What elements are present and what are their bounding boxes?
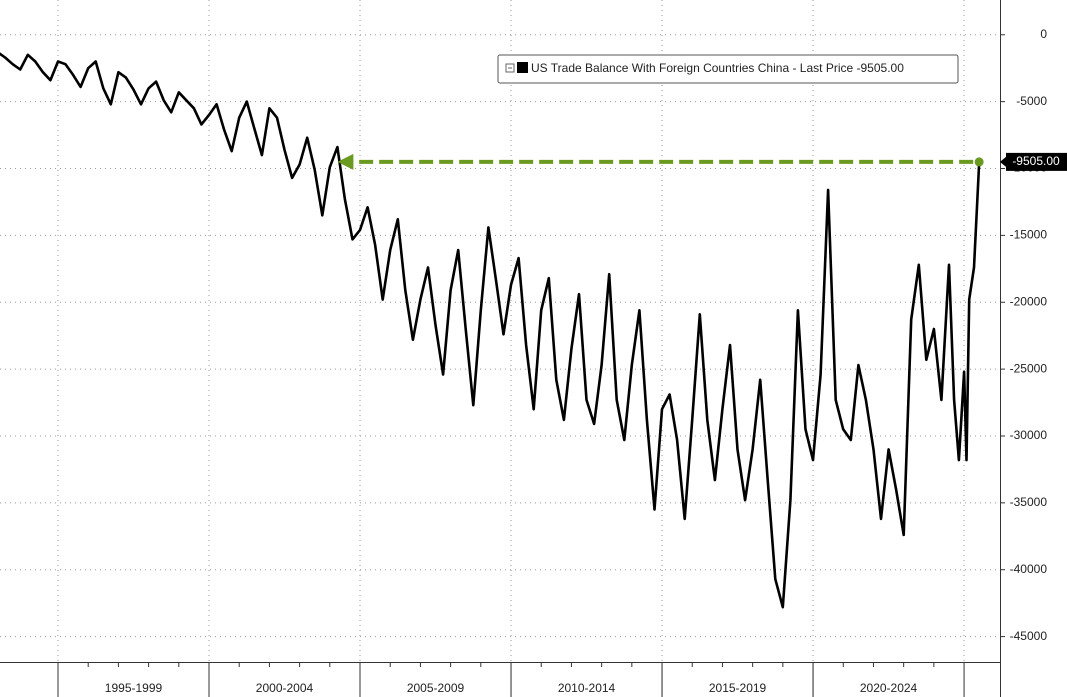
legend-last-label: - Last Price [792, 61, 853, 75]
level-arrow-head [337, 153, 354, 170]
last-price-label: -9505.00 [1012, 154, 1060, 168]
x-tick-label: 2015-2019 [709, 681, 767, 695]
last-point [974, 157, 984, 167]
y-tick-label: -40000 [1010, 562, 1048, 576]
y-tick-label: -5000 [1016, 94, 1047, 108]
legend-swatch [517, 62, 528, 73]
x-tick-label: 2010-2014 [558, 681, 616, 695]
y-tick-label: -20000 [1010, 294, 1048, 308]
x-tick-label: 1995-1999 [105, 681, 163, 695]
legend-series-name: US Trade Balance With Foreign Countries … [531, 61, 789, 75]
legend-box [497, 54, 959, 84]
legend: US Trade Balance With Foreign Countries … [497, 54, 959, 84]
y-tick-label: -25000 [1010, 361, 1048, 375]
last-price-pointer [1000, 156, 1006, 167]
y-tick-label: -35000 [1010, 495, 1048, 509]
y-tick-label: -30000 [1010, 428, 1048, 442]
x-tick-label: 2020-2024 [860, 681, 918, 695]
legend-last-value: -9505.00 [857, 61, 905, 75]
data-line [0, 52, 981, 609]
y-tick-label: 0 [1040, 27, 1047, 41]
last-price-box [1006, 152, 1067, 171]
y-tick-label: -15000 [1010, 228, 1048, 242]
y-tick-label: -45000 [1010, 629, 1048, 643]
x-tick-label: 2000-2004 [256, 681, 314, 695]
x-tick-label: 2005-2009 [407, 681, 465, 695]
legend-label: US Trade Balance With Foreign Countries … [531, 61, 904, 75]
